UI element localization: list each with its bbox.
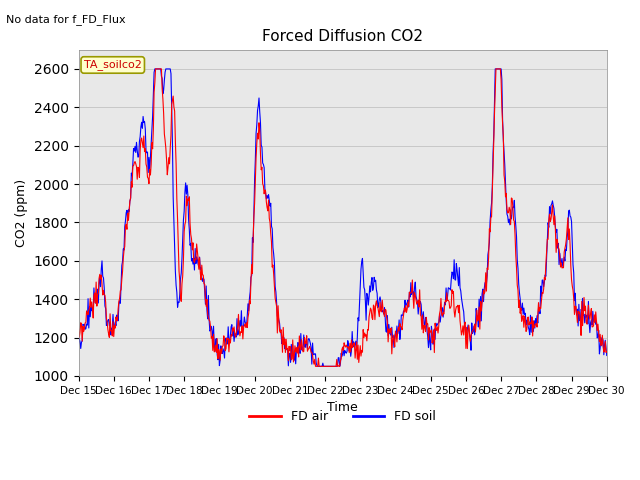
X-axis label: Time: Time — [327, 401, 358, 414]
Line: FD air: FD air — [79, 69, 607, 366]
FD air — [603, 348, 611, 354]
Text: No data for f_FD_Flux: No data for f_FD_Flux — [6, 14, 126, 25]
FD air — [387, 325, 395, 331]
FD air — [556, 253, 564, 259]
FD soil — [191, 246, 199, 252]
FD air — [312, 363, 319, 369]
FD soil — [603, 353, 611, 359]
Title: Forced Diffusion CO2: Forced Diffusion CO2 — [262, 29, 423, 44]
FD soil — [314, 363, 321, 369]
FD air — [75, 326, 83, 332]
FD soil — [214, 357, 221, 362]
Line: FD soil: FD soil — [79, 69, 607, 366]
FD air — [336, 363, 344, 369]
FD soil — [75, 341, 83, 347]
FD soil — [336, 363, 344, 369]
FD soil — [439, 314, 447, 320]
Legend: FD air, FD soil: FD air, FD soil — [244, 406, 441, 428]
FD air — [214, 356, 221, 362]
FD air — [191, 256, 199, 262]
FD soil — [151, 66, 159, 72]
FD air — [439, 310, 447, 316]
Y-axis label: CO2 (ppm): CO2 (ppm) — [15, 179, 28, 247]
FD soil — [556, 250, 564, 256]
FD soil — [387, 332, 395, 338]
Text: TA_soilco2: TA_soilco2 — [84, 60, 141, 71]
FD air — [152, 66, 159, 72]
